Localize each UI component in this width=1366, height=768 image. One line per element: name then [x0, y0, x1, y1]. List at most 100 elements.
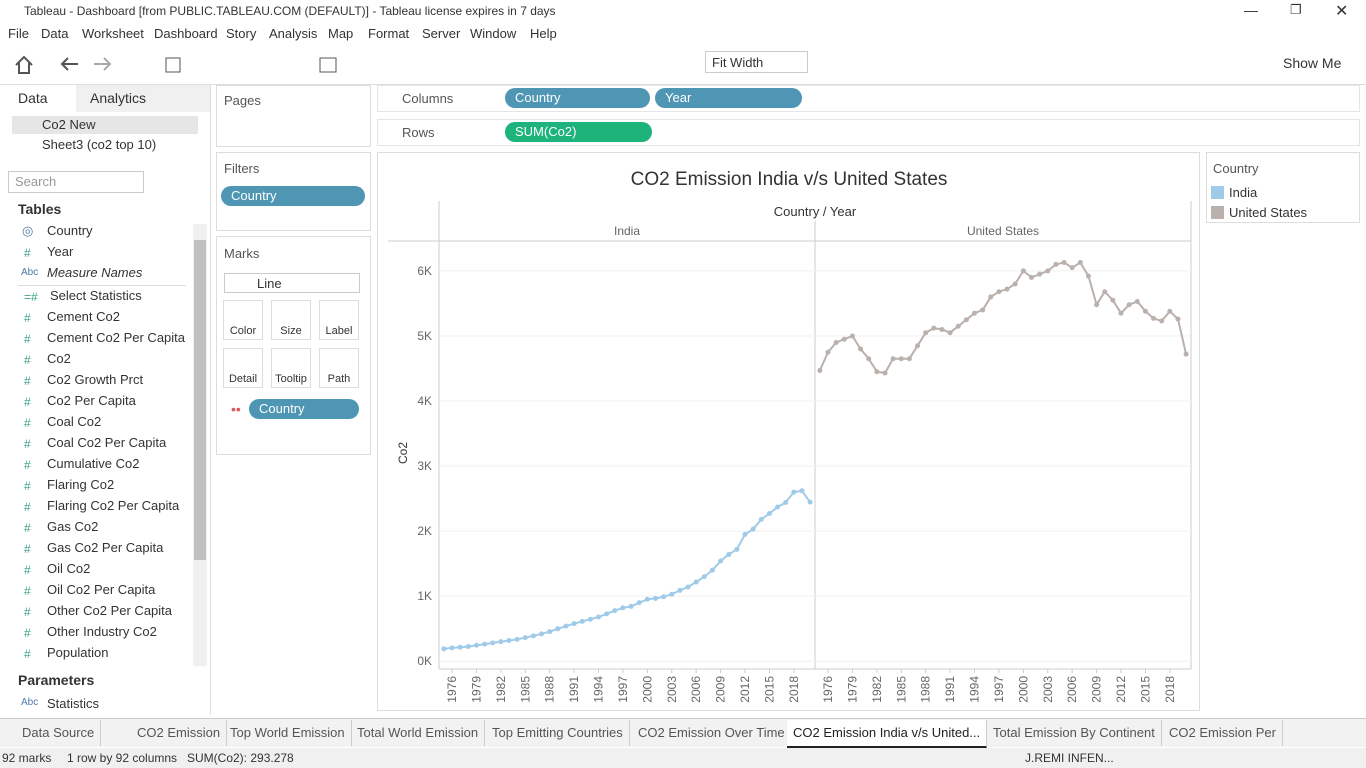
minimize[interactable]: — [1244, 2, 1258, 18]
point [709, 567, 715, 573]
parameter[interactable]: Statistics [47, 696, 100, 711]
field[interactable]: Measure Names [47, 265, 143, 280]
point [677, 587, 683, 593]
row-pill[interactable]: SUM(Co2) [505, 122, 652, 142]
sheet-tab[interactable]: Top World Emission [224, 720, 352, 746]
x-tick-label: 1985 [518, 676, 532, 703]
point [1142, 308, 1148, 314]
column-pill[interactable]: Year [655, 88, 802, 108]
point [571, 621, 577, 627]
field-icon: # [24, 246, 31, 260]
search-box[interactable]: Search [8, 171, 144, 193]
menu-item[interactable]: Dashboard [154, 26, 218, 41]
pane-label: India [614, 224, 640, 238]
field-icon: # [24, 500, 31, 514]
chart: CO2 Emission India v/s United States Coun… [377, 152, 1200, 711]
x-tick-label: 2015 [1138, 676, 1152, 703]
field[interactable]: Coal Co2 Per Capita [47, 435, 167, 450]
menu-item[interactable]: Format [368, 26, 410, 41]
mark-button[interactable]: Tooltip [271, 348, 311, 388]
menu-item[interactable]: Data [41, 26, 69, 41]
point [1028, 274, 1034, 280]
point [1037, 271, 1043, 277]
mark-type[interactable]: Line [224, 273, 360, 293]
data-source[interactable]: Sheet3 (co2 top 10) [42, 137, 157, 152]
sheet-tabs: Data Source CO2 Emission Top World Emissio… [0, 718, 1366, 748]
field[interactable]: Country [47, 223, 93, 238]
y-tick-label: 1K [417, 589, 432, 603]
legend-entry[interactable]: India [1229, 185, 1258, 200]
menu-item[interactable]: File [8, 26, 29, 41]
field[interactable]: Oil Co2 [47, 561, 91, 576]
field[interactable]: Cumulative Co2 [47, 456, 140, 471]
point [482, 641, 488, 647]
field[interactable]: Flaring Co2 Per Capita [47, 498, 180, 513]
sheet-tab[interactable]: CO2 Emission [131, 720, 228, 746]
sheet-tab[interactable]: Total World Emission [351, 720, 486, 746]
mark-button[interactable]: Detail [223, 348, 263, 388]
field[interactable]: Cement Co2 [47, 309, 120, 324]
point [799, 488, 805, 494]
field[interactable]: Cement Co2 Per Capita [47, 330, 186, 345]
mark-button[interactable]: Path [319, 348, 359, 388]
field[interactable]: Other Industry Co2 [47, 624, 157, 639]
sheet-tab[interactable]: Top Emitting Countries [486, 720, 630, 746]
point [766, 511, 772, 517]
field-icon: # [24, 605, 31, 619]
point [783, 499, 789, 505]
legend-entry[interactable]: United States [1229, 205, 1308, 220]
data-source[interactable]: Co2 New [42, 117, 96, 132]
scrollbar[interactable] [193, 224, 207, 666]
menu-item[interactable]: Window [470, 26, 517, 41]
line [443, 489, 811, 650]
field[interactable]: Co2 [47, 351, 71, 366]
field[interactable]: Select Statistics [50, 288, 142, 303]
field[interactable]: Gas Co2 [47, 519, 99, 534]
sheet-tab[interactable]: CO2 Emission Over Time [632, 720, 792, 746]
field[interactable]: Coal Co2 [47, 414, 102, 429]
field[interactable]: Other Co2 Per Capita [47, 603, 173, 618]
field[interactable]: Year [47, 244, 74, 259]
menu-item[interactable]: Worksheet [82, 26, 144, 41]
point [579, 618, 585, 624]
fit-dropdown[interactable]: Fit Width [705, 51, 808, 73]
menu-item[interactable]: Story [226, 26, 257, 41]
point [874, 369, 880, 375]
point [1167, 308, 1173, 314]
marks-pill[interactable]: Country [249, 399, 359, 419]
mark-button[interactable]: Color [223, 300, 263, 340]
point [661, 594, 667, 600]
analytics-tab[interactable]: Analytics [90, 90, 147, 106]
point [718, 558, 724, 564]
field[interactable]: Co2 Per Capita [47, 393, 136, 408]
filter-pill[interactable]: Country [221, 186, 365, 206]
menu-item[interactable]: Help [530, 26, 557, 41]
field[interactable]: Gas Co2 Per Capita [47, 540, 164, 555]
menu-item[interactable]: Analysis [269, 26, 318, 41]
point [1004, 286, 1010, 292]
x-tick-label: 1994 [968, 676, 982, 703]
sheet-tab[interactable]: CO2 Emission Per [1163, 720, 1283, 746]
field[interactable]: Oil Co2 Per Capita [47, 582, 156, 597]
restore[interactable]: ❐ [1290, 2, 1302, 17]
card-title: Filters [224, 161, 260, 176]
column-pill[interactable]: Country [505, 88, 650, 108]
sheet-tab[interactable]: Data Source [16, 720, 102, 746]
menu-item[interactable]: Server [422, 26, 461, 41]
point [628, 603, 634, 609]
field[interactable]: Co2 Growth Prct [47, 372, 144, 387]
user[interactable]: J.REMI INFEN... [1025, 751, 1114, 765]
y-tick-label: 0K [417, 654, 432, 668]
field[interactable]: Population [47, 645, 109, 660]
point [441, 646, 447, 652]
sheet-tab[interactable]: Total Emission By Continent [987, 720, 1162, 746]
show-me[interactable]: Show Me [1283, 55, 1342, 71]
sheet-tab[interactable]: CO2 Emission India v/s United... [787, 720, 988, 748]
mark-button[interactable]: Label [319, 300, 359, 340]
data-tab[interactable]: Data [18, 90, 48, 106]
mark-button[interactable]: Size [271, 300, 311, 340]
field[interactable]: Flaring Co2 [47, 477, 115, 492]
close[interactable]: ✕ [1335, 3, 1349, 20]
menu-item[interactable]: Map [328, 26, 354, 41]
point [858, 346, 864, 352]
